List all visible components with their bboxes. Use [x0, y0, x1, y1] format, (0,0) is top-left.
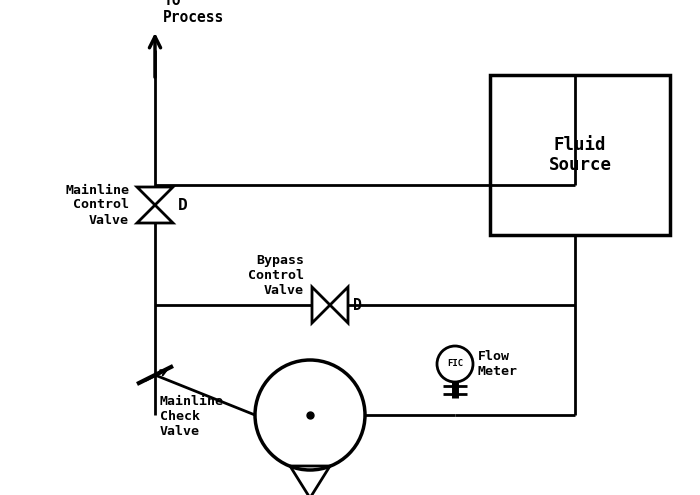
Text: FIC: FIC [447, 359, 463, 368]
Text: Mainline
Control
Valve: Mainline Control Valve [65, 184, 129, 227]
Text: Flow
Meter: Flow Meter [478, 350, 518, 378]
Text: D: D [178, 198, 188, 212]
Text: To
Process: To Process [163, 0, 224, 25]
Text: D: D [353, 297, 362, 312]
Text: Bypass
Control
Valve: Bypass Control Valve [248, 254, 304, 297]
Text: Fluid
Source: Fluid Source [549, 136, 612, 174]
Polygon shape [312, 287, 330, 323]
Text: Mainline
Check
Valve: Mainline Check Valve [160, 395, 224, 438]
Polygon shape [330, 287, 348, 323]
Polygon shape [137, 205, 173, 223]
Bar [490, 75, 670, 235]
Polygon shape [137, 187, 173, 205]
